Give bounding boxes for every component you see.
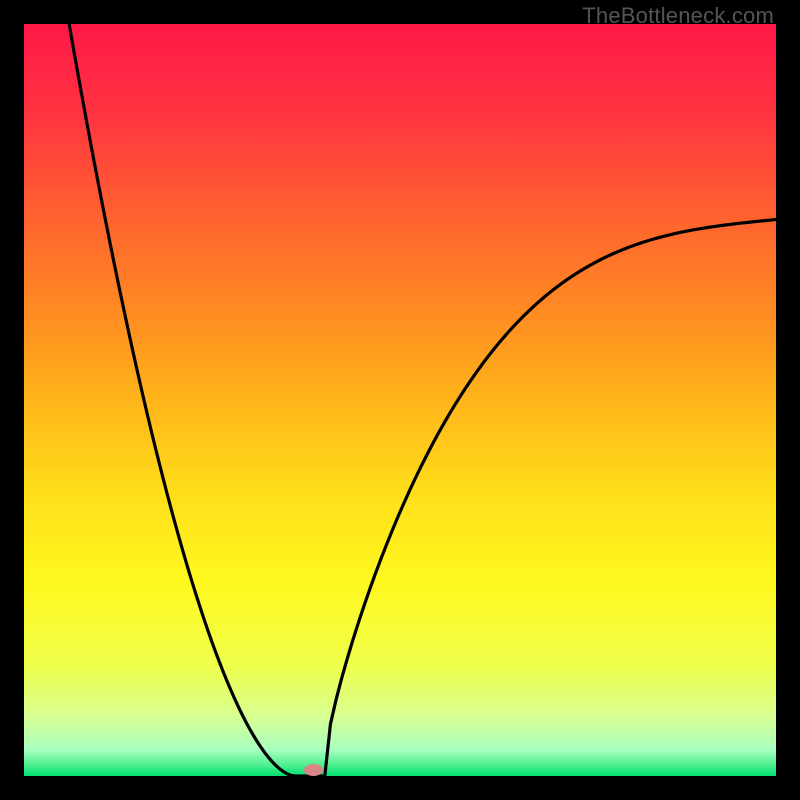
bottleneck-curve: [24, 24, 776, 776]
optimum-marker: [304, 764, 324, 776]
watermark-text: TheBottleneck.com: [582, 3, 774, 29]
plot-area: [24, 24, 776, 776]
chart-container: TheBottleneck.com: [0, 0, 800, 800]
